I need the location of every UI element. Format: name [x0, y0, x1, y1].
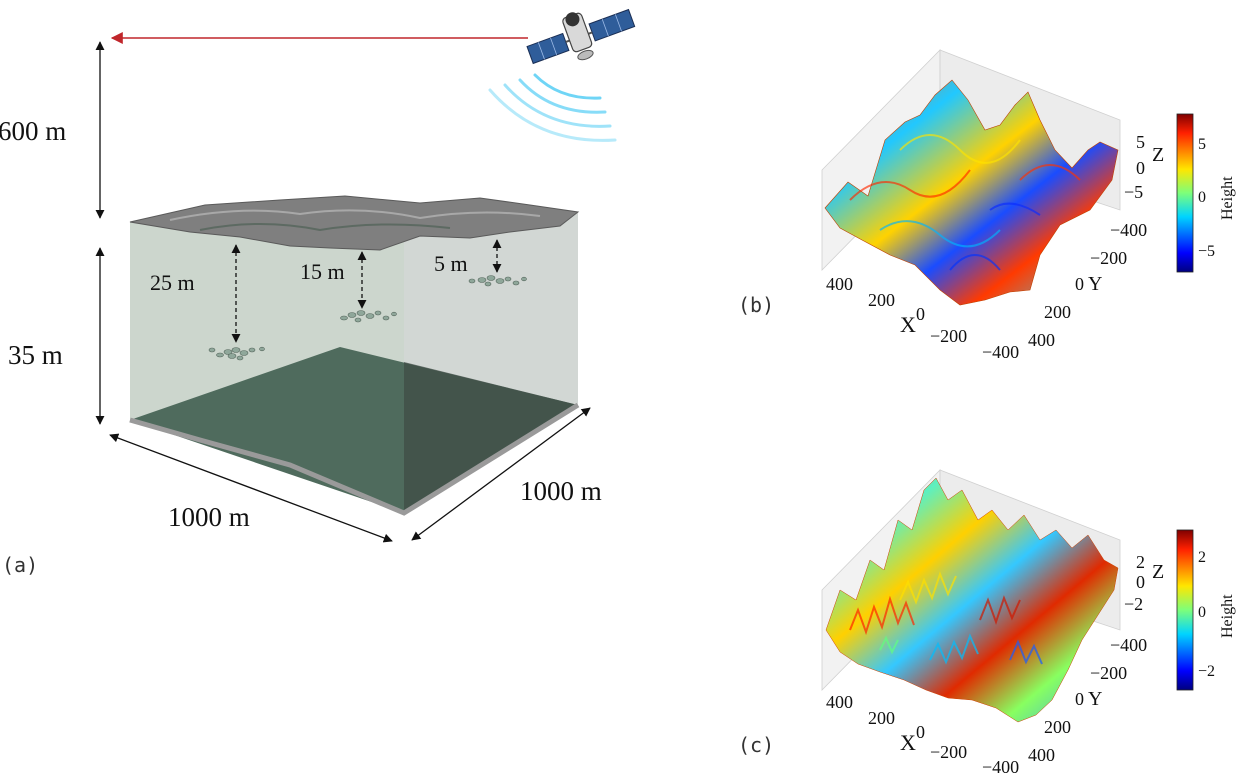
gap-label-5m: 5 m [434, 251, 468, 276]
c-y-tick-1: −400 [1110, 635, 1147, 655]
c-cbar-tick-2: 0 [1198, 604, 1206, 621]
object-cluster-5m [468, 275, 527, 287]
c-cbar-tick-1: 2 [1198, 549, 1206, 566]
panel-a: 600 m 35 m 25 m 15 m 5 m [0, 8, 636, 577]
surface-b [824, 79, 1119, 306]
b-x-tick-4: −200 [930, 326, 967, 346]
surface-c [825, 477, 1119, 723]
b-x-tick-3: 0 [916, 304, 925, 324]
c-z-tick-3: −2 [1124, 594, 1143, 614]
c-y-tick-4: 200 [1044, 717, 1071, 737]
c-x-tick-3: 0 [916, 722, 925, 742]
panel-c: 2 0 −2 Z −400 −200 0 Y 200 400 400 200 0… [738, 469, 1236, 775]
panel-c-label: (c) [738, 733, 774, 757]
b-y-label: Y [1088, 273, 1102, 295]
b-x-label: X [900, 312, 916, 337]
gap-label-15m: 15 m [300, 259, 345, 284]
b-cbar-tick-1: 5 [1198, 136, 1206, 153]
b-cbar-tick-2: 0 [1198, 189, 1206, 206]
b-cbar-title: Height [1219, 176, 1236, 220]
altitude-label: 600 m [0, 116, 66, 146]
sea-surface [129, 195, 580, 251]
gap-label-25m: 25 m [150, 270, 195, 295]
b-y-tick-4: 200 [1044, 302, 1071, 322]
object-cluster-15m [340, 310, 397, 323]
b-z-tick-3: −5 [1124, 182, 1143, 202]
c-x-tick-5: −400 [982, 757, 1019, 775]
width-label: 1000 m [168, 502, 250, 532]
c-cbar-tick-3: −2 [1198, 663, 1215, 680]
signal-waves [488, 73, 617, 142]
b-y-tick-2: −200 [1090, 248, 1127, 268]
c-z-tick-2: 0 [1136, 572, 1145, 592]
c-x-tick-2: 200 [868, 708, 895, 728]
b-z-tick-2: 0 [1136, 158, 1145, 178]
c-x-tick-1: 400 [826, 692, 853, 712]
colorbar-b [1176, 113, 1194, 273]
c-z-label: Z [1152, 561, 1164, 583]
object-cluster-25m [208, 346, 265, 361]
c-y-tick-2: −200 [1090, 663, 1127, 683]
b-z-tick-1: 5 [1136, 132, 1145, 152]
b-x-tick-2: 200 [868, 290, 895, 310]
width-arrow [109, 433, 393, 543]
b-cbar-tick-3: −5 [1198, 243, 1215, 260]
b-y-tick-5: 400 [1028, 330, 1055, 350]
b-y-tick-3: 0 [1075, 274, 1084, 294]
c-z-tick-1: 2 [1136, 552, 1145, 572]
c-cbar-title: Height [1219, 594, 1236, 638]
length-label: 1000 m [520, 476, 602, 506]
panel-b-label: (b) [738, 293, 774, 317]
c-y-label: Y [1088, 688, 1102, 710]
colorbar-c [1176, 529, 1194, 691]
satellite-icon [526, 8, 636, 65]
c-y-tick-5: 400 [1028, 745, 1055, 765]
depth-label: 35 m [8, 340, 63, 370]
panel-b: 5 0 −5 Z −400 −200 0 Y 200 400 400 200 0… [738, 49, 1236, 362]
b-z-label: Z [1152, 144, 1164, 166]
b-y-tick-1: −400 [1110, 220, 1147, 240]
b-x-tick-1: 400 [826, 274, 853, 294]
b-x-tick-5: −400 [982, 342, 1019, 362]
length-arrow [411, 407, 591, 541]
panel-a-label: (a) [2, 553, 38, 577]
c-y-tick-3: 0 [1075, 689, 1084, 709]
c-x-tick-4: −200 [930, 742, 967, 762]
c-x-label: X [900, 730, 916, 755]
